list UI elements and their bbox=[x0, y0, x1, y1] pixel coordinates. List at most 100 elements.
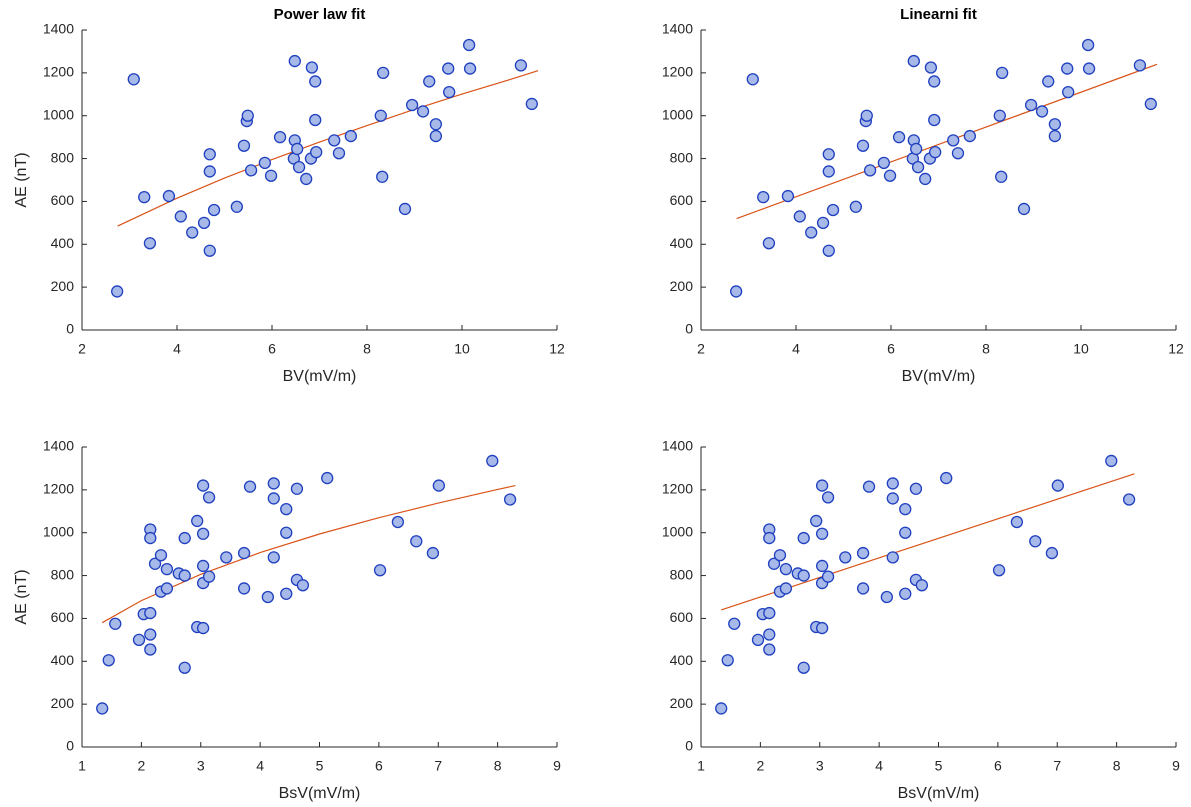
scatter-point bbox=[144, 606, 157, 620]
scatter-point bbox=[1017, 202, 1031, 216]
scatter-point bbox=[178, 569, 191, 582]
scatter-point bbox=[405, 98, 419, 112]
x-tick-label: 7 bbox=[434, 758, 442, 774]
x-tick-label: 10 bbox=[454, 341, 470, 357]
scatter-point bbox=[1122, 493, 1136, 506]
scatter-point bbox=[773, 549, 787, 562]
y-tick-label: 800 bbox=[670, 149, 694, 165]
scatter-point bbox=[288, 54, 301, 68]
scatter-point bbox=[928, 75, 941, 88]
scatter-point bbox=[763, 531, 776, 545]
y-tick-label: 800 bbox=[51, 566, 75, 582]
y-tick-label: 400 bbox=[670, 652, 694, 668]
scatter-point bbox=[899, 502, 912, 516]
scatter-point bbox=[715, 702, 728, 715]
x-tick-label: 9 bbox=[553, 758, 561, 774]
scatter-point bbox=[1042, 75, 1055, 88]
scatter-point bbox=[143, 237, 157, 250]
scatter-point bbox=[995, 170, 1008, 183]
x-tick-label: 8 bbox=[494, 758, 502, 774]
y-tick-label: 800 bbox=[51, 149, 75, 165]
scatter-point bbox=[109, 617, 122, 630]
scatter-point bbox=[816, 216, 830, 230]
scatter-point bbox=[909, 482, 923, 495]
scatter-point bbox=[309, 75, 322, 88]
scatter-point bbox=[839, 551, 852, 564]
y-tick-label: 200 bbox=[51, 695, 75, 711]
scatter-point bbox=[910, 142, 923, 156]
scatter-point bbox=[237, 546, 251, 560]
scatter-point bbox=[886, 477, 899, 490]
scatter-point bbox=[280, 587, 293, 600]
scatter-point bbox=[899, 526, 912, 539]
scatter-point bbox=[1061, 62, 1074, 75]
scatter-point bbox=[328, 134, 341, 147]
x-tick-label: 2 bbox=[137, 758, 145, 774]
scatter-point bbox=[1081, 38, 1095, 52]
x-tick-label: 7 bbox=[1053, 758, 1061, 774]
scatter-point bbox=[877, 156, 891, 170]
y-tick-label: 600 bbox=[670, 192, 694, 208]
x-tick-label: 8 bbox=[1113, 758, 1121, 774]
scatter-point bbox=[429, 118, 443, 131]
scatter-point bbox=[503, 493, 517, 506]
y-tick-label: 400 bbox=[670, 235, 694, 251]
scatter-point bbox=[919, 172, 932, 186]
scatter-point bbox=[1024, 98, 1038, 112]
scatter-point bbox=[781, 189, 795, 203]
scatter-point bbox=[305, 61, 319, 74]
scatter-point bbox=[1105, 454, 1118, 468]
scatter-point bbox=[856, 546, 870, 560]
scatter-point bbox=[186, 226, 199, 239]
y-tick-label: 200 bbox=[51, 278, 75, 294]
scatter-point bbox=[815, 621, 829, 635]
scatter-point bbox=[127, 73, 140, 86]
x-tick-label: 2 bbox=[697, 341, 705, 357]
scatter-point bbox=[907, 54, 920, 68]
scatter-point bbox=[258, 156, 272, 170]
scatter-point bbox=[826, 203, 840, 217]
y-tick-label: 1000 bbox=[662, 523, 693, 539]
y-tick-label: 800 bbox=[670, 566, 694, 582]
scatter-point bbox=[203, 165, 216, 178]
scatter-point bbox=[174, 210, 187, 223]
scatter-point bbox=[376, 170, 389, 183]
scatter-point bbox=[821, 491, 835, 504]
scatter-point bbox=[797, 531, 810, 545]
scatter-point bbox=[779, 562, 793, 576]
scatter-point bbox=[940, 471, 953, 485]
y-tick-label: 1000 bbox=[662, 106, 693, 122]
x-tick-label: 10 bbox=[1073, 341, 1089, 357]
scatter-point bbox=[296, 579, 310, 592]
scatter-point bbox=[880, 590, 893, 604]
scatter-point bbox=[237, 582, 251, 595]
scatter-point bbox=[203, 244, 216, 257]
y-tick-label: 0 bbox=[685, 321, 693, 337]
x-tick-label: 4 bbox=[256, 758, 264, 774]
x-axis-label: BsV(mV/m) bbox=[279, 785, 361, 802]
scatter-point bbox=[856, 582, 870, 595]
x-tick-label: 2 bbox=[78, 341, 86, 357]
scatter-point bbox=[856, 139, 870, 152]
scatter-point bbox=[162, 189, 176, 203]
scatter-point bbox=[886, 551, 899, 564]
x-tick-label: 1 bbox=[697, 758, 705, 774]
x-tick-label: 3 bbox=[816, 758, 824, 774]
scatter-point bbox=[138, 190, 151, 204]
scatter-point bbox=[757, 190, 770, 204]
y-tick-label: 1400 bbox=[43, 21, 74, 37]
scatter-point bbox=[797, 661, 810, 674]
scatter-point bbox=[416, 105, 430, 118]
scatter-point bbox=[230, 200, 244, 213]
chart-title: Linearni fit bbox=[900, 6, 977, 23]
y-tick-label: 400 bbox=[51, 652, 75, 668]
scatter-point bbox=[376, 66, 390, 80]
scatter-point bbox=[261, 590, 274, 604]
scatter-point bbox=[280, 502, 293, 516]
fit-line bbox=[736, 63, 1158, 220]
scatter-point bbox=[863, 164, 877, 177]
x-tick-label: 1 bbox=[78, 758, 86, 774]
scatter-point bbox=[237, 139, 251, 152]
scatter-point bbox=[432, 479, 445, 492]
scatter-point bbox=[805, 226, 818, 239]
